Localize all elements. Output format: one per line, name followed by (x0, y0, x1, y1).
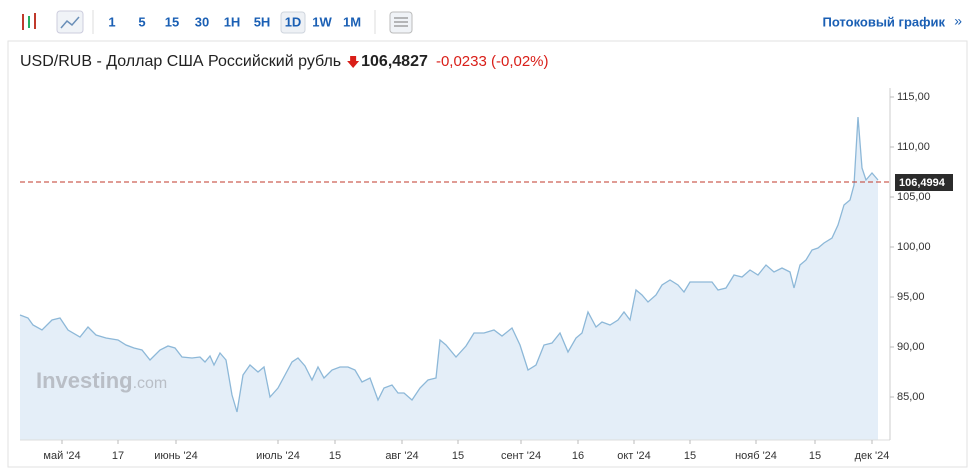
y-tick-label: 115,00 (897, 91, 930, 103)
instrument: USD/RUB - Доллар США Российский рубль (20, 53, 341, 70)
x-tick-label: дек '24 (855, 450, 890, 462)
watermark-domain: .com (133, 375, 168, 392)
candles-icon[interactable] (22, 13, 36, 30)
change-pct: (-0,02%) (491, 53, 549, 70)
y-tick-label: 90,00 (897, 341, 925, 353)
y-tick-label: 110,00 (897, 141, 930, 153)
area-icon[interactable] (56, 10, 84, 34)
interval-button[interactable]: 5H (254, 14, 271, 29)
watermark-brand: Investing (36, 368, 133, 393)
x-tick-label: окт '24 (617, 450, 650, 462)
area-icon-line (60, 16, 80, 29)
active-button-bg (280, 11, 306, 34)
x-tick-label: сент '24 (501, 450, 541, 462)
y-tick-label: 95,00 (897, 291, 925, 303)
y-tick-label: 85,00 (897, 391, 925, 403)
interval-button[interactable]: 1 (108, 14, 115, 29)
toolbar (0, 0, 975, 41)
y-tick-label: 105,00 (897, 191, 931, 203)
reference-label-bg (895, 174, 953, 192)
interval-button[interactable]: 30 (195, 14, 209, 29)
y-tick-label: 100,00 (897, 241, 931, 253)
interval-button[interactable]: 1D (285, 14, 302, 29)
interval-button[interactable]: 5 (138, 14, 145, 29)
chart-title: USD/RUB - Доллар США Российский рубль (20, 53, 341, 70)
chart-frame (7, 40, 968, 468)
x-tick-label: июнь '24 (154, 450, 198, 462)
down-arrow (347, 56, 360, 68)
x-tick-label: 15 (809, 450, 821, 462)
interval-button[interactable]: 15 (165, 14, 179, 29)
stream-arrow: » (954, 13, 962, 29)
interval-button[interactable]: 1M (343, 14, 361, 29)
stream-link[interactable]: Потоковый график (822, 14, 945, 29)
x-tick-label: 15 (329, 450, 341, 462)
x-tick-label: нояб '24 (735, 450, 777, 462)
x-tick-label: 17 (112, 450, 124, 462)
interval-button[interactable]: 1H (224, 14, 241, 29)
x-tick-label: авг '24 (385, 450, 418, 462)
x-tick-label: май '24 (43, 450, 80, 462)
price-line (19, 116, 879, 413)
change: -0,0233 (-0,02%) (436, 53, 549, 70)
x-tick-label: июль '24 (256, 450, 300, 462)
reference-label: 106,4994 (899, 177, 946, 189)
x-tick-label: 15 (452, 450, 464, 462)
watermark: Investing .com (36, 368, 167, 393)
area-fill (20, 117, 878, 440)
x-tick-label: 15 (684, 450, 696, 462)
settings-icon-lines (394, 17, 408, 27)
price: 106,4827 (361, 53, 428, 70)
interval-button[interactable]: 1W (312, 14, 332, 29)
change-abs: -0,0233 (436, 53, 487, 70)
x-tick-label: 16 (572, 450, 584, 462)
